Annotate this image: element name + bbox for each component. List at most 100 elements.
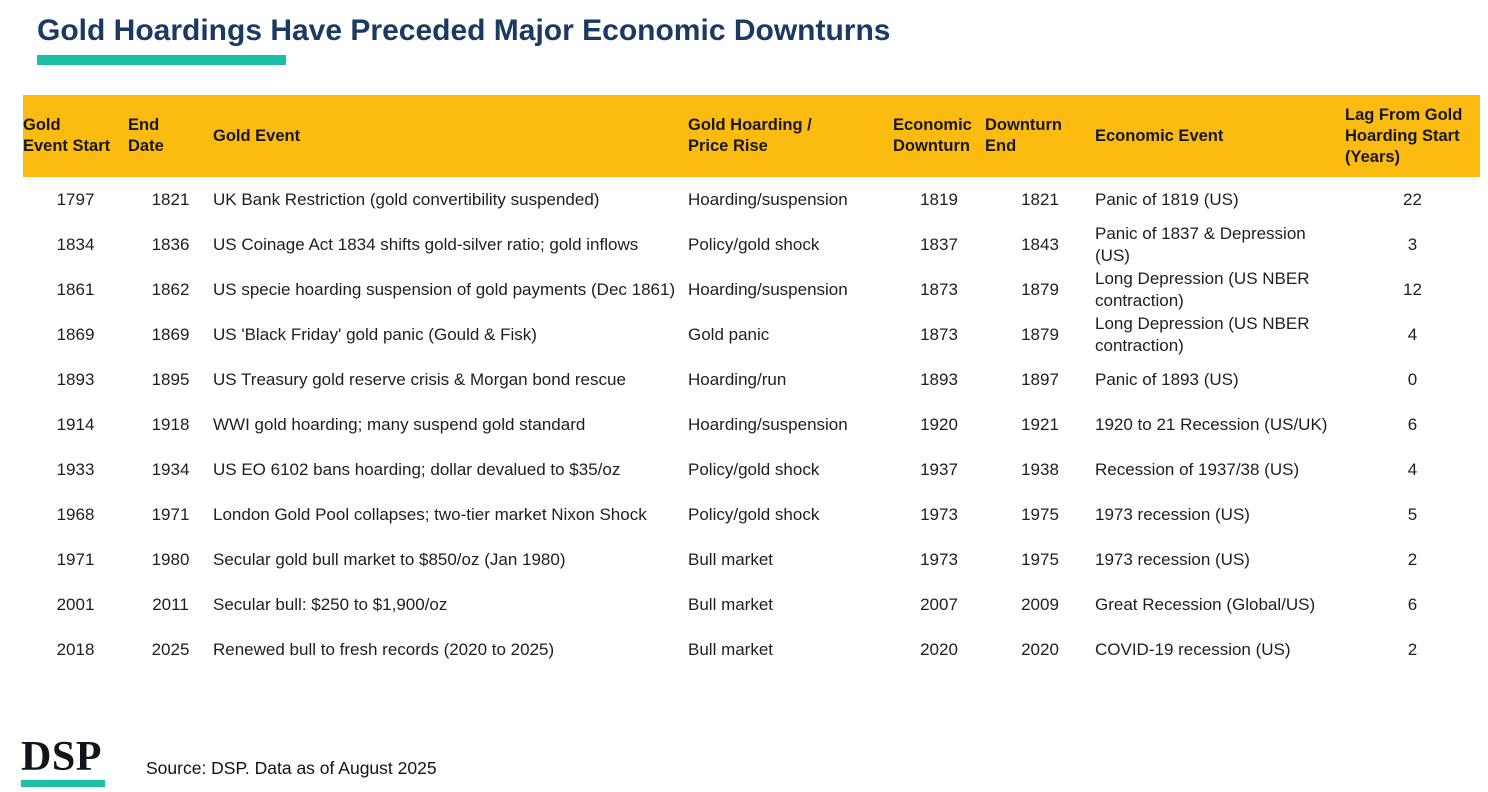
table-cell-economic-event: 1973 recession (US): [1095, 537, 1345, 582]
table-cell-gold-event: US specie hoarding suspension of gold pa…: [213, 267, 688, 312]
table-cell-gold-event-start: 1914: [23, 402, 128, 447]
table-row: 1797 1821 UK Bank Restriction (gold conver…: [23, 177, 1480, 222]
table-cell-gold-event: US 'Black Friday' gold panic (Gould & Fi…: [213, 312, 688, 357]
table-row: 1933 1934 US EO 6102 bans hoarding; dollar…: [23, 447, 1480, 492]
source-note: Source: DSP. Data as of August 2025: [146, 758, 437, 778]
table-cell-lag-years: 4: [1345, 312, 1480, 357]
table-cell-gold-hoarding-price-rise: Policy/gold shock: [688, 222, 893, 267]
table-cell-gold-event: WWI gold hoarding; many suspend gold sta…: [213, 402, 688, 447]
table-row: 2001 2011 Secular bull: $250 to $1,900/oz B…: [23, 582, 1480, 627]
table-cell-economic-event: Panic of 1837 & Depression (US): [1095, 222, 1345, 267]
table-cell-downturn-end: 1879: [985, 312, 1095, 357]
column-header-gold-event-start: Gold Event Start: [23, 95, 128, 177]
table-cell-economic-downturn: 1973: [893, 537, 985, 582]
column-header-lag-years: Lag From Gold Hoarding Start (Years): [1345, 95, 1480, 177]
table-cell-economic-downturn: 1973: [893, 492, 985, 537]
logo-accent-bar: [21, 780, 105, 787]
table-cell-downturn-end: 2020: [985, 627, 1095, 672]
column-header-gold-event: Gold Event: [213, 95, 688, 177]
table-cell-downturn-end: 2009: [985, 582, 1095, 627]
table-cell-gold-event-start: 2001: [23, 582, 128, 627]
table-cell-lag-years: 12: [1345, 267, 1480, 312]
table-cell-downturn-end: 1897: [985, 357, 1095, 402]
table-row: 1861 1862 US specie hoarding suspension of…: [23, 267, 1480, 312]
table-cell-gold-hoarding-price-rise: Policy/gold shock: [688, 447, 893, 492]
table-cell-gold-event-start: 1933: [23, 447, 128, 492]
table-cell-economic-event: Panic of 1819 (US): [1095, 177, 1345, 222]
table-cell-end-date: 1869: [128, 312, 213, 357]
table-cell-gold-hoarding-price-rise: Policy/gold shock: [688, 492, 893, 537]
table-row: 1869 1869 US 'Black Friday' gold panic (Go…: [23, 312, 1480, 357]
table-cell-gold-event-start: 1861: [23, 267, 128, 312]
table-cell-lag-years: 6: [1345, 402, 1480, 447]
table-cell-economic-downturn: 2007: [893, 582, 985, 627]
table-cell-end-date: 2011: [128, 582, 213, 627]
table-cell-end-date: 1862: [128, 267, 213, 312]
column-header-gold-hoarding-price-rise: Gold Hoarding / Price Rise: [688, 95, 893, 177]
table-row: 1968 1971 London Gold Pool collapses; two-…: [23, 492, 1480, 537]
table-cell-gold-hoarding-price-rise: Bull market: [688, 537, 893, 582]
table-cell-economic-downturn: 1873: [893, 312, 985, 357]
table-cell-lag-years: 2: [1345, 537, 1480, 582]
table-cell-lag-years: 5: [1345, 492, 1480, 537]
gold-events-table: Gold Event Start End Date Gold Event Gol…: [23, 95, 1480, 672]
table-cell-end-date: 1918: [128, 402, 213, 447]
table-cell-economic-downturn: 1873: [893, 267, 985, 312]
table-cell-end-date: 1821: [128, 177, 213, 222]
table-cell-economic-event: Panic of 1893 (US): [1095, 357, 1345, 402]
table-cell-economic-event: Long Depression (US NBER contraction): [1095, 267, 1345, 312]
table-cell-gold-event-start: 1834: [23, 222, 128, 267]
table-body: 1797 1821 UK Bank Restriction (gold conver…: [23, 177, 1480, 672]
table-cell-gold-event-start: 1971: [23, 537, 128, 582]
table-cell-economic-event: Recession of 1937/38 (US): [1095, 447, 1345, 492]
table-cell-gold-hoarding-price-rise: Hoarding/suspension: [688, 267, 893, 312]
table-row: 1893 1895 US Treasury gold reserve crisis …: [23, 357, 1480, 402]
table-cell-gold-hoarding-price-rise: Hoarding/suspension: [688, 402, 893, 447]
table-row: 2018 2025 Renewed bull to fresh records (2…: [23, 627, 1480, 672]
table-cell-gold-hoarding-price-rise: Bull market: [688, 627, 893, 672]
dsp-logo: DSP: [21, 735, 105, 787]
table-cell-lag-years: 3: [1345, 222, 1480, 267]
table-cell-economic-downturn: 1893: [893, 357, 985, 402]
table-row: 1834 1836 US Coinage Act 1834 shifts gold-…: [23, 222, 1480, 267]
table-cell-gold-event: US Treasury gold reserve crisis & Morgan…: [213, 357, 688, 402]
table-cell-end-date: 1895: [128, 357, 213, 402]
column-header-economic-event: Economic Event: [1095, 95, 1345, 177]
table-cell-lag-years: 6: [1345, 582, 1480, 627]
table-row: 1914 1918 WWI gold hoarding; many suspend …: [23, 402, 1480, 447]
table-cell-downturn-end: 1843: [985, 222, 1095, 267]
page-title: Gold Hoardings Have Preceded Major Econo…: [37, 14, 891, 47]
table-cell-end-date: 2025: [128, 627, 213, 672]
table-cell-gold-event-start: 1797: [23, 177, 128, 222]
table-cell-end-date: 1934: [128, 447, 213, 492]
table-cell-lag-years: 2: [1345, 627, 1480, 672]
page-header: Gold Hoardings Have Preceded Major Econo…: [0, 14, 1488, 65]
table-cell-economic-downturn: 1819: [893, 177, 985, 222]
table-cell-lag-years: 4: [1345, 447, 1480, 492]
table-cell-gold-event: US Coinage Act 1834 shifts gold-silver r…: [213, 222, 688, 267]
table-cell-downturn-end: 1821: [985, 177, 1095, 222]
column-header-economic-downturn: Economic Downturn: [893, 95, 985, 177]
table-cell-gold-event-start: 1968: [23, 492, 128, 537]
table-cell-gold-event-start: 1869: [23, 312, 128, 357]
table-cell-gold-event: US EO 6102 bans hoarding; dollar devalue…: [213, 447, 688, 492]
table-cell-economic-event: 1973 recession (US): [1095, 492, 1345, 537]
table-cell-gold-event: UK Bank Restriction (gold convertibility…: [213, 177, 688, 222]
table-cell-lag-years: 22: [1345, 177, 1480, 222]
table-cell-gold-event: Secular gold bull market to $850/oz (Jan…: [213, 537, 688, 582]
table-cell-gold-hoarding-price-rise: Hoarding/suspension: [688, 177, 893, 222]
dsp-logo-text: DSP: [21, 734, 102, 780]
table-cell-end-date: 1971: [128, 492, 213, 537]
table-cell-economic-downturn: 1837: [893, 222, 985, 267]
table-header-row: Gold Event Start End Date Gold Event Gol…: [23, 95, 1480, 177]
table-cell-end-date: 1836: [128, 222, 213, 267]
table-cell-gold-event: Secular bull: $250 to $1,900/oz: [213, 582, 688, 627]
table-cell-gold-event-start: 2018: [23, 627, 128, 672]
column-header-downturn-end: Downturn End: [985, 95, 1095, 177]
table-row: 1971 1980 Secular gold bull market to $850…: [23, 537, 1480, 582]
table-cell-end-date: 1980: [128, 537, 213, 582]
table-cell-economic-event: COVID-19 recession (US): [1095, 627, 1345, 672]
table-cell-economic-downturn: 1937: [893, 447, 985, 492]
table-cell-gold-event-start: 1893: [23, 357, 128, 402]
table-cell-gold-hoarding-price-rise: Hoarding/run: [688, 357, 893, 402]
